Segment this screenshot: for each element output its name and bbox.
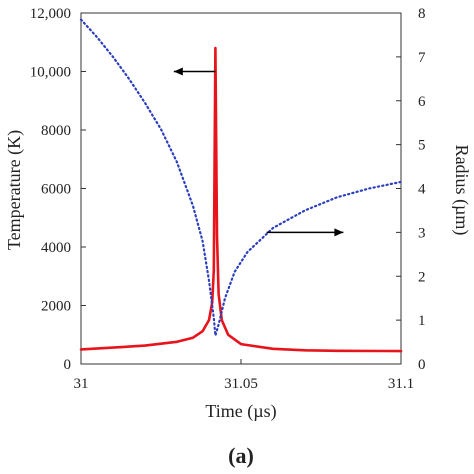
x-tick-label: 31 (74, 376, 89, 392)
left-tick-label: 10,000 (30, 65, 71, 81)
series-layer (79, 18, 403, 353)
left-tick-label: 2000 (41, 299, 71, 315)
right-axis-ticks: 0 1 2 3 4 5 6 7 8 (396, 6, 426, 373)
right-tick-label: 3 (418, 225, 426, 241)
right-tick-label: 7 (418, 50, 426, 66)
left-tick-label: 12,000 (30, 6, 71, 22)
right-arrow-head (334, 228, 344, 237)
x-axis-ticks: 31 31.05 31.1 (74, 359, 414, 392)
right-tick-label: 5 (418, 138, 426, 154)
annotation-layer (173, 67, 344, 237)
radius-series-line (79, 18, 403, 337)
right-tick-label: 4 (418, 182, 426, 198)
x-axis-title: Time (µs) (205, 401, 276, 422)
plot-frame (80, 12, 402, 365)
right-tick-label: 0 (418, 357, 426, 373)
x-tick-label: 31.05 (224, 376, 258, 392)
left-axis-ticks: 0 2000 4000 6000 8000 10,000 12,000 (30, 6, 86, 373)
panel-label: (a) (228, 443, 254, 468)
left-tick-label: 8000 (41, 123, 71, 139)
right-tick-label: 2 (418, 269, 426, 285)
left-arrow-head (173, 67, 183, 76)
x-tick-label: 31.1 (388, 376, 414, 392)
left-tick-label: 6000 (41, 182, 71, 198)
left-tick-label: 4000 (41, 240, 71, 256)
right-tick-label: 6 (418, 94, 426, 110)
left-tick-label: 0 (64, 357, 72, 373)
y-left-axis-title: Temperature (K) (4, 130, 25, 250)
y-right-axis-title: Radius (µm) (451, 145, 472, 236)
right-tick-label: 8 (418, 6, 426, 22)
right-tick-label: 1 (418, 313, 426, 329)
temperature-series-line (79, 46, 403, 353)
